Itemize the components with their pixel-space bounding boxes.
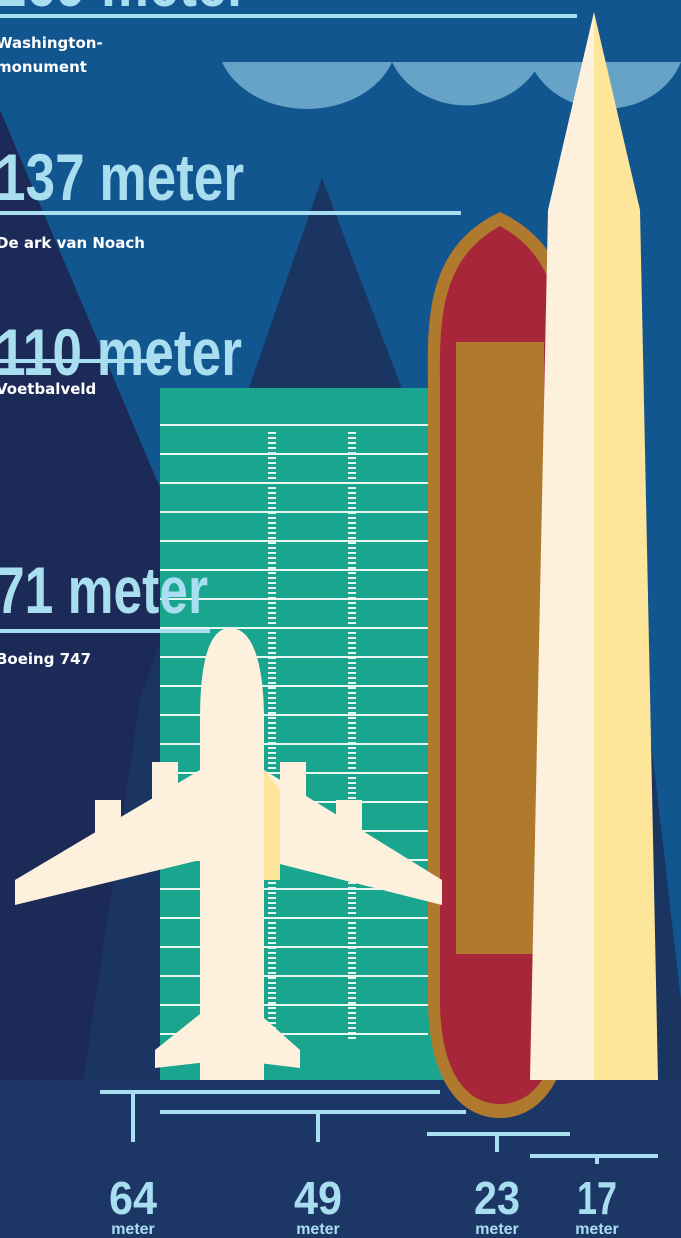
ground	[0, 1080, 681, 1238]
obelisk-right	[594, 12, 658, 1080]
airplane-shade	[264, 770, 280, 880]
width-unit: meter	[475, 1221, 519, 1238]
height-value: 71 meter	[0, 553, 208, 627]
ark-deck	[456, 342, 544, 954]
width-unit: meter	[575, 1221, 619, 1238]
height-name: De ark van Noach	[0, 234, 145, 252]
airplane	[15, 628, 442, 1080]
width-unit: meter	[111, 1221, 155, 1238]
width-brackets	[100, 1090, 658, 1164]
obelisk-left	[530, 12, 594, 1080]
width-value: 17	[577, 1172, 617, 1224]
width-value: 64	[109, 1172, 157, 1224]
height-value: 137 meter	[0, 140, 244, 214]
height-value: 169 meter	[0, 0, 248, 20]
width-value: 49	[294, 1172, 342, 1224]
height-name: Boeing 747	[0, 650, 91, 668]
width-value: 23	[474, 1172, 520, 1224]
width-unit: meter	[296, 1221, 340, 1238]
height-value: 110 meter	[0, 315, 242, 389]
height-name: Voetbalveld	[0, 380, 96, 398]
height-name: Washington-	[0, 34, 103, 52]
height-name: monument	[0, 58, 87, 76]
